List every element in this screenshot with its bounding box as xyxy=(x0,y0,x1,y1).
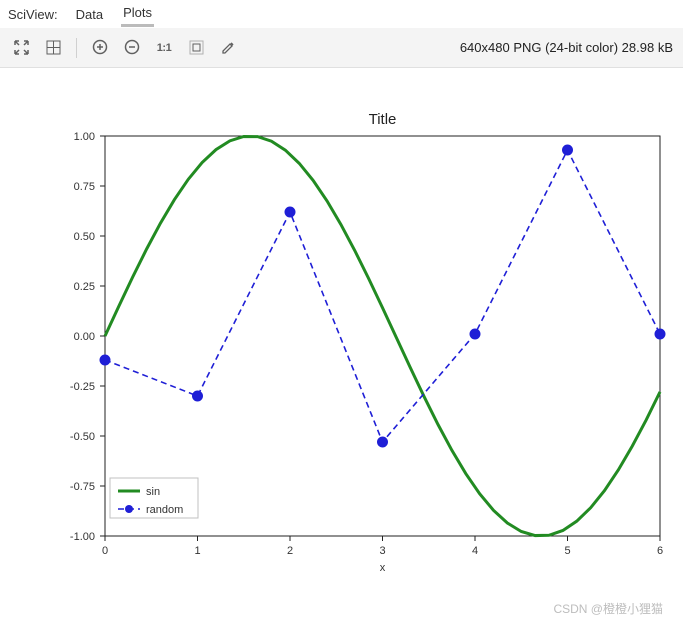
fit-icon[interactable] xyxy=(185,37,207,59)
legend-label-random: random xyxy=(146,504,183,516)
ytick-label: 1.00 xyxy=(74,131,95,143)
marker-random xyxy=(470,329,480,339)
ytick-label: 0.25 xyxy=(74,281,95,293)
sciview-label: SciView: xyxy=(8,7,58,22)
marker-random xyxy=(285,207,295,217)
zoom-out-icon[interactable] xyxy=(121,37,143,59)
legend-label-sin: sin xyxy=(146,486,160,498)
color-picker-icon[interactable] xyxy=(217,37,239,59)
xtick-label: 1 xyxy=(194,545,200,557)
zoom-in-icon[interactable] xyxy=(89,37,111,59)
marker-random xyxy=(563,145,573,155)
xtick-label: 0 xyxy=(102,545,108,557)
ytick-label: -0.25 xyxy=(70,381,95,393)
ytick-label: 0.50 xyxy=(74,231,95,243)
ytick-label: -0.75 xyxy=(70,481,95,493)
tab-plots[interactable]: Plots xyxy=(121,1,154,27)
plot-area: Title -1.00 -0.75 -0.50 -0.25 0.00 0.25 0.50 0.7… xyxy=(0,68,683,627)
xtick-label: 6 xyxy=(657,545,663,557)
grid-icon[interactable] xyxy=(42,37,64,59)
marker-random xyxy=(655,329,665,339)
header-bar: SciView: Data Plots xyxy=(0,0,683,28)
xtick-label: 3 xyxy=(379,545,385,557)
xtick-label: 5 xyxy=(564,545,570,557)
one-to-one-icon[interactable]: 1:1 xyxy=(153,37,175,59)
toolbar-divider xyxy=(76,38,77,58)
ytick-label: -1.00 xyxy=(70,531,95,543)
marker-random xyxy=(193,391,203,401)
image-status-text: 640x480 PNG (24-bit color) 28.98 kB xyxy=(460,40,673,55)
expand-icon[interactable] xyxy=(10,37,32,59)
ytick-label: -0.50 xyxy=(70,431,95,443)
tab-data[interactable]: Data xyxy=(74,3,105,26)
xtick-label: 2 xyxy=(287,545,293,557)
marker-random xyxy=(378,437,388,447)
toolbar: 1:1 640x480 PNG (24-bit color) 28.98 kB xyxy=(0,28,683,68)
ytick-label: 0.75 xyxy=(74,181,95,193)
xtick-label: 4 xyxy=(472,545,478,557)
ytick-label: 0.00 xyxy=(74,331,95,343)
chart-svg: Title -1.00 -0.75 -0.50 -0.25 0.00 0.25 0.50 0.7… xyxy=(10,98,670,588)
x-axis-label: x xyxy=(380,562,386,574)
marker-random xyxy=(100,355,110,365)
chart-title: Title xyxy=(369,111,397,128)
watermark-text: CSDN @橙橙小狸猫 xyxy=(553,600,663,617)
